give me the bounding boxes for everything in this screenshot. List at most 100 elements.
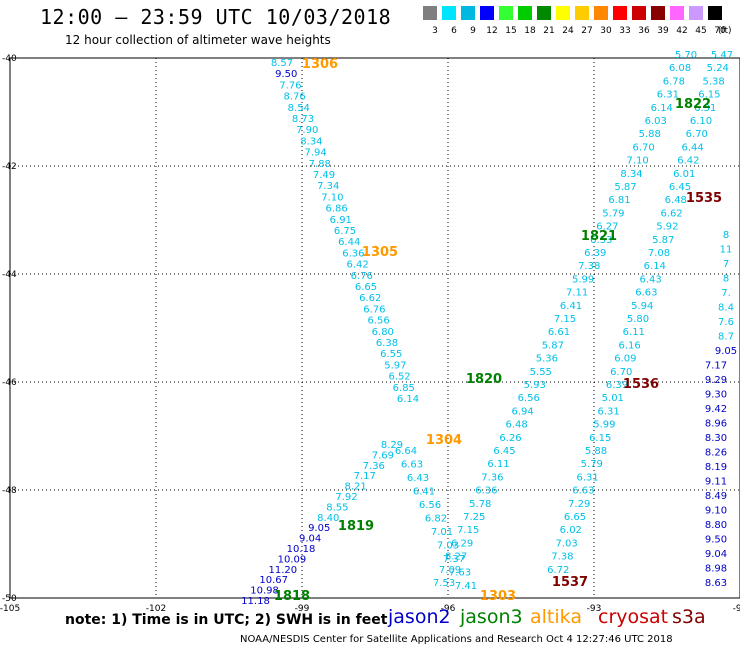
track-value-label: 6.27 (596, 222, 618, 233)
track-value-label: 6.70 (610, 367, 632, 378)
page-title: 12:00 – 23:59 UTC 10/03/2018 (40, 5, 392, 29)
track-value-label: 5.01 (602, 393, 624, 404)
track-value-label: 6.10 (690, 116, 712, 127)
track-value-label: 5.70 (675, 50, 697, 61)
legend-label: 15 (505, 26, 517, 36)
track-value-label: 6.72 (547, 565, 569, 576)
track-value-label: 7.08 (648, 248, 670, 259)
footer-note: note: 1) Time is in UTC; 2) SWH is in fe… (65, 612, 388, 628)
track-value-label: 8.30 (705, 433, 727, 444)
satellite-name-altika: altika (530, 606, 582, 628)
track-value-label: 6.39 (606, 380, 628, 391)
track-value-label: 8.98 (705, 564, 727, 575)
track-value-label: 6.64 (395, 446, 417, 457)
track-value-label: 7.03 (555, 538, 577, 549)
lon-tick-label: -102 (146, 604, 166, 614)
track-value-label: 6.56 (419, 500, 441, 511)
track-value-label: 7.37 (443, 554, 465, 565)
track-value-label: 5.88 (639, 129, 661, 140)
track-value-label: 9.05 (715, 346, 737, 357)
track-value-label: 5.47 (711, 50, 733, 61)
track-value-label: 6.86 (325, 204, 347, 215)
track-value-label: 8 (723, 230, 729, 241)
satellite-name-s3a: s3a (672, 606, 706, 628)
track-value-label: 6.70 (686, 129, 708, 140)
legend-label: 18 (524, 26, 536, 36)
track-value-label: 6.76 (351, 271, 373, 282)
lon-tick-label: -105 (0, 604, 20, 614)
track-value-label: 5.87 (614, 182, 636, 193)
track-value-label: 6.44 (338, 237, 360, 248)
track-value-label: 8.34 (300, 136, 322, 147)
track-value-label: 6.53 (590, 235, 612, 246)
track-value-label: 7.15 (457, 525, 479, 536)
lon-tick-label: -90 (733, 604, 740, 614)
track-value-label: 6.65 (355, 282, 377, 293)
track-value-label: 8.76 (283, 92, 305, 103)
legend-swatch (423, 6, 437, 20)
track-value-label: 8.49 (705, 491, 727, 502)
track-value-label: 7 (723, 259, 729, 270)
track-value-label: 5.93 (524, 380, 546, 391)
track-value-label: 8.73 (292, 114, 314, 125)
track-value-label: 6.09 (614, 354, 636, 365)
pass-time-label: 1822 (675, 97, 711, 112)
legend-swatch (632, 6, 646, 20)
lat-tick-label: -40 (2, 54, 17, 64)
track-value-label: 5.92 (656, 222, 678, 233)
pass-time-label: 1536 (623, 377, 659, 392)
track-value-label: 6.11 (487, 459, 509, 470)
track-value-label: 10.18 (287, 544, 316, 555)
legend-label: 36 (638, 26, 650, 36)
track-value-label: 7.6 (718, 317, 734, 328)
pass-time-label: 1303 (480, 589, 516, 604)
track-value-label: 7.92 (335, 492, 357, 503)
track-value-label: 6.08 (669, 63, 691, 74)
track-value-label: 7.41 (455, 581, 477, 592)
track-value-label: 7.49 (313, 170, 335, 181)
track-value-label: 6.70 (633, 142, 655, 153)
track-value-label: 6.75 (334, 226, 356, 237)
legend-label: 12 (486, 26, 498, 36)
pass-time-label: 1819 (338, 519, 374, 534)
track-value-label: 6.31 (694, 103, 716, 114)
track-value-label: 6.63 (401, 460, 423, 471)
satellite-name-jason2: jason2 (388, 606, 451, 628)
legend-unit: (ft) (718, 26, 732, 36)
legend-swatch (461, 6, 475, 20)
satellite-name-cryosat: cryosat (598, 606, 669, 628)
track-value-label: 5.78 (469, 499, 491, 510)
track-value-label: 6.43 (407, 473, 429, 484)
track-value-label: 7.29 (568, 499, 590, 510)
legend-label: 39 (657, 26, 669, 36)
legend-swatch (670, 6, 684, 20)
legend-swatch (708, 6, 722, 20)
track-value-label: 6.94 (512, 406, 534, 417)
track-value-label: 7.17 (705, 361, 727, 372)
track-value-label: 6.41 (560, 301, 582, 312)
track-value-label: 11.18 (241, 596, 270, 607)
track-value-label: 6.03 (645, 116, 667, 127)
track-value-label: 7.88 (309, 159, 331, 170)
track-value-label: 6.55 (380, 349, 402, 360)
track-value-label: 5.94 (631, 301, 653, 312)
track-value-label: 6.26 (499, 433, 521, 444)
track-value-label: 6.14 (651, 103, 673, 114)
track-value-label: 6.63 (635, 288, 657, 299)
track-value-label: 6.15 (589, 433, 611, 444)
lat-tick-label: -42 (2, 162, 17, 172)
track-value-label: 6.15 (698, 90, 720, 101)
track-value-label: 6.16 (618, 340, 640, 351)
track-value-label: 6.45 (669, 182, 691, 193)
track-value-label: 7.09 (439, 565, 461, 576)
pass-time-label: 1304 (426, 433, 462, 448)
track-value-label: 5.38 (702, 76, 724, 87)
track-value-label: 7.36 (363, 461, 385, 472)
track-value-label: 9.29 (705, 375, 727, 386)
satellite-name-jason3: jason3 (460, 606, 523, 628)
track-value-label: 9.05 (308, 523, 330, 534)
track-value-label: 8.40 (317, 513, 339, 524)
track-value-label: 6.85 (393, 383, 415, 394)
track-value-label: 8.63 (705, 578, 727, 589)
